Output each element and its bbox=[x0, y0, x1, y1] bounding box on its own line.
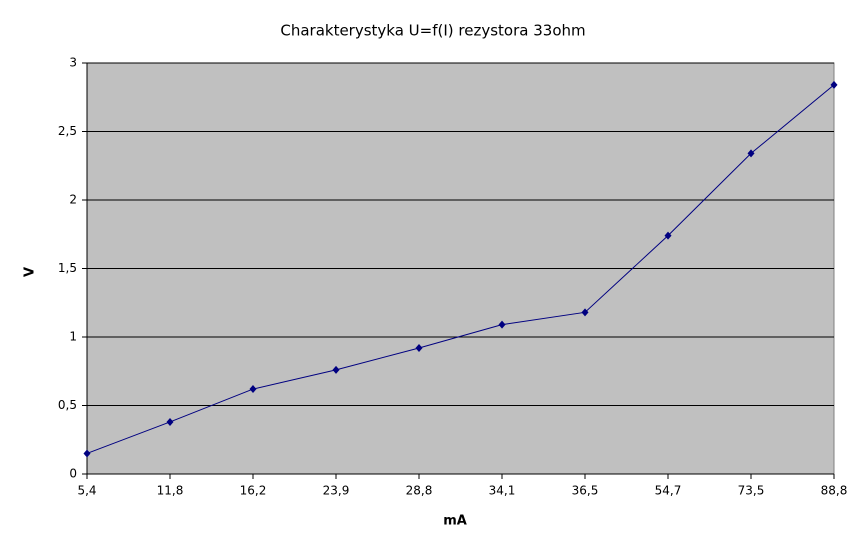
y-tick-label: 1,5 bbox=[58, 261, 77, 275]
x-tick-label: 54,7 bbox=[655, 484, 682, 498]
marker bbox=[498, 320, 506, 329]
y-tick-label: 1 bbox=[69, 330, 77, 344]
marker bbox=[332, 365, 340, 374]
marker bbox=[664, 231, 672, 240]
x-tick-label: 23,9 bbox=[323, 484, 350, 498]
x-tick-label: 36,5 bbox=[572, 484, 599, 498]
x-axis-label: mA bbox=[443, 514, 467, 529]
y-tick-label: 0,5 bbox=[58, 398, 77, 412]
chart-title: Charakterystyka U=f(I) rezystora 33ohm bbox=[280, 22, 585, 40]
x-tick-label: 11,8 bbox=[157, 484, 184, 498]
x-tick-label: 16,2 bbox=[240, 484, 267, 498]
marker bbox=[415, 343, 423, 352]
x-tick-label: 28,8 bbox=[406, 484, 433, 498]
x-tick-label: 34,1 bbox=[489, 484, 516, 498]
marker bbox=[83, 449, 91, 458]
marker bbox=[830, 80, 838, 89]
y-tick-label: 2 bbox=[69, 193, 77, 207]
y-axis-label: V bbox=[23, 267, 38, 277]
marker bbox=[249, 385, 257, 394]
marker bbox=[581, 308, 589, 317]
y-tick-label: 2,5 bbox=[58, 124, 77, 138]
x-tick-label: 73,5 bbox=[738, 484, 765, 498]
x-tick-label: 88,8 bbox=[821, 484, 848, 498]
marker bbox=[166, 417, 174, 426]
marker bbox=[747, 149, 755, 158]
x-tick-label: 5,4 bbox=[77, 484, 96, 498]
series-line bbox=[86, 84, 835, 454]
y-tick-label: 0 bbox=[69, 467, 77, 481]
y-tick-label: 3 bbox=[69, 56, 77, 70]
